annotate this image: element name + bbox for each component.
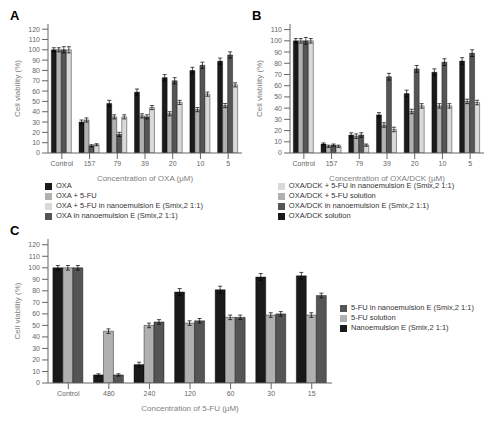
svg-text:Cell viability (%): Cell viability (%) [13,60,22,117]
svg-text:90: 90 [32,57,40,64]
html-text:OXA in nanoemulsion E (Smix,2: OXA in nanoemulsion E (Smix,2 1:1) [56,211,178,220]
svg-text:Cell viability (%): Cell viability (%) [13,282,22,339]
svg-text:Concentration of OXA/DCK (μM): Concentration of OXA/DCK (μM) [329,174,445,183]
svg-text:5: 5 [468,160,472,167]
svg-text:0: 0 [278,149,282,156]
svg-text:30: 30 [32,345,40,352]
svg-text:20: 20 [169,160,177,167]
svg-text:110: 110 [271,26,282,33]
svg-text:70: 70 [32,77,40,84]
svg-text:20: 20 [32,356,40,363]
svg-text:Control: Control [51,160,74,167]
html-text:Nanoemulsion E (Smix,2 1:1): Nanoemulsion E (Smix,2 1:1) [351,323,449,332]
svg-text:80: 80 [32,287,40,294]
svg-text:10: 10 [32,139,40,146]
html-text:OXA + 5-FU: OXA + 5-FU [56,191,97,200]
svg-text:79: 79 [355,160,363,167]
svg-text:0: 0 [36,379,40,386]
svg-text:39: 39 [383,160,391,167]
svg-text:240: 240 [144,390,156,397]
html-text:OXA/DCK + 5-FU in nanoemulsion: OXA/DCK + 5-FU in nanoemulsion E (Smix,2… [288,181,455,190]
svg-text:Concentration of 5-FU (μM): Concentration of 5-FU (μM) [141,404,239,413]
svg-text:60: 60 [32,310,40,317]
svg-text:39: 39 [141,160,149,167]
svg-text:10: 10 [197,160,205,167]
svg-text:70: 70 [274,71,282,78]
svg-text:10: 10 [274,138,282,145]
svg-text:40: 40 [32,333,40,340]
svg-text:120: 120 [184,390,196,397]
svg-text:5: 5 [226,160,230,167]
svg-text:15: 15 [308,390,316,397]
svg-text:10: 10 [32,368,40,375]
html-text:5-FU solution: 5-FU solution [351,313,396,322]
svg-text:79: 79 [113,160,121,167]
svg-text:70: 70 [32,299,40,306]
svg-text:480: 480 [103,390,115,397]
html-text:OXA/DCK + 5-FU solution: OXA/DCK + 5-FU solution [288,191,376,200]
svg-text:10: 10 [439,160,447,167]
svg-text:30: 30 [267,390,275,397]
html-text:B: B [252,8,262,23]
svg-text:60: 60 [274,82,282,89]
html-text:C: C [10,223,20,238]
svg-text:100: 100 [270,37,282,44]
svg-text:Concentration of OXA (μM): Concentration of OXA (μM) [97,174,194,183]
svg-text:50: 50 [32,322,40,329]
html-text:OXA: OXA [56,181,72,190]
html-text:OXA + 5-FU in nanoemulsion E (: OXA + 5-FU in nanoemulsion E (Smix,2 1:1… [56,201,203,210]
svg-text:80: 80 [274,60,282,67]
svg-text:120: 120 [28,26,40,33]
svg-text:30: 30 [32,119,40,126]
svg-text:100: 100 [28,264,40,271]
svg-text:60: 60 [227,390,235,397]
svg-text:120: 120 [28,241,40,248]
svg-text:50: 50 [274,93,282,100]
svg-text:80: 80 [32,67,40,74]
svg-text:20: 20 [32,129,40,136]
svg-text:100: 100 [28,46,40,53]
svg-text:157: 157 [326,160,338,167]
html-text:OXA/DCK solution: OXA/DCK solution [288,211,351,220]
svg-text:110: 110 [29,36,40,43]
html-text:A: A [10,8,20,23]
svg-text:Control: Control [57,390,80,397]
svg-text:Cell viability (%): Cell viability (%) [255,60,264,117]
svg-text:110: 110 [29,253,40,260]
svg-text:50: 50 [32,98,40,105]
svg-text:0: 0 [36,149,40,156]
svg-text:20: 20 [274,127,282,134]
svg-text:30: 30 [274,116,282,123]
svg-text:90: 90 [274,49,282,56]
svg-text:40: 40 [274,105,282,112]
html-text:OXA/DCK in nanoemulsion E (Smi: OXA/DCK in nanoemulsion E (Smix,2 1:1) [288,201,429,210]
html-text:5-FU in nanoemulsion E (Smix,2: 5-FU in nanoemulsion E (Smix,2 1:1) [351,303,474,312]
svg-text:157: 157 [84,160,96,167]
svg-text:Control: Control [293,160,316,167]
svg-text:40: 40 [32,108,40,115]
svg-text:20: 20 [411,160,419,167]
svg-text:90: 90 [32,276,40,283]
svg-text:60: 60 [32,88,40,95]
